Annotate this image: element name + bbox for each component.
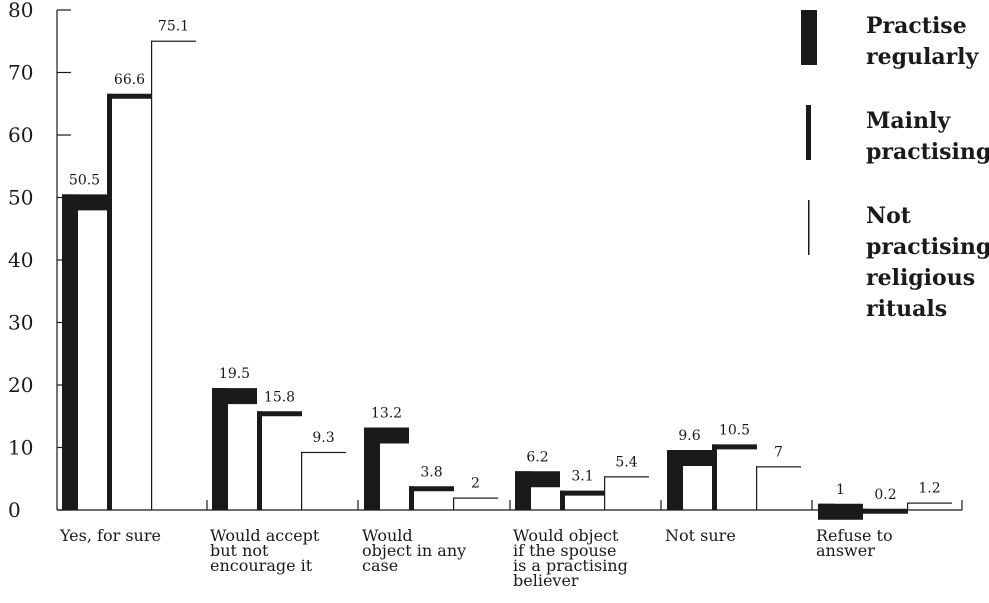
bar-medium <box>107 93 152 510</box>
legend: Practise regularly Mainly practising Not prac… <box>801 10 989 322</box>
bar-thick <box>62 194 107 510</box>
legend-swatch <box>806 105 811 160</box>
legend-label: Not practising religious rituals <box>866 203 989 322</box>
bar-thick <box>515 471 560 510</box>
legend-label: Mainly practising <box>866 108 989 165</box>
value-labels: 50.5 19.5 13.2 6.2 9.6 1 66.6 15.8 3.8 3.1 10.5 0.2… <box>69 19 941 503</box>
y-tick-label: 20 <box>8 373 33 397</box>
y-tick-label: 0 <box>8 498 21 522</box>
data-label: 0.2 <box>874 487 896 503</box>
bar-medium <box>560 490 605 510</box>
y-tick-label: 30 <box>8 311 33 335</box>
data-label: 2 <box>471 476 480 492</box>
bar-medium <box>257 411 302 510</box>
data-label: 9.6 <box>678 428 700 444</box>
bar-thin <box>604 476 649 510</box>
data-label: 13.2 <box>371 406 402 422</box>
bars <box>62 40 952 520</box>
bar-medium <box>409 486 454 510</box>
data-label: 5.4 <box>615 454 637 470</box>
bar-thin <box>301 451 346 510</box>
data-label: 50.5 <box>69 172 100 188</box>
bar-thick <box>212 388 257 510</box>
data-label: 3.1 <box>571 469 593 485</box>
data-label: 19.5 <box>219 366 250 382</box>
data-label: 7 <box>774 444 783 460</box>
y-tick-label: 50 <box>8 186 33 210</box>
bar-medium <box>863 508 908 514</box>
bar-thin <box>453 497 498 510</box>
x-category-label: Would object if the spouse is a practising… <box>513 526 628 590</box>
y-tick-label: 10 <box>8 436 33 460</box>
x-axis-ticks <box>206 500 963 510</box>
bar-thick <box>818 503 863 520</box>
data-label: 15.8 <box>264 389 295 405</box>
data-label: 1.2 <box>918 481 940 497</box>
x-category-label: Would object in any case <box>362 526 466 575</box>
x-category-label: Yes, for sure <box>59 526 161 545</box>
y-tick-label: 70 <box>8 61 33 85</box>
x-category-label: Refuse to answer <box>816 526 893 560</box>
bar-medium <box>712 444 757 510</box>
y-tick-label: 80 <box>8 0 33 22</box>
data-label: 6.2 <box>526 449 548 465</box>
data-label: 66.6 <box>114 72 145 88</box>
data-label: 75.1 <box>158 19 189 35</box>
data-label: 9.3 <box>312 430 334 446</box>
x-category-label: Would accept but not encourage it <box>210 526 320 575</box>
x-category-label: Not sure <box>665 526 736 545</box>
bar-thin <box>756 466 801 510</box>
y-axis-ticks: 0 10 20 30 40 50 60 70 80 <box>8 0 71 522</box>
legend-swatch <box>808 200 810 255</box>
bar-thin <box>151 40 196 510</box>
bar-thick <box>667 450 712 510</box>
bar-thick <box>364 427 409 510</box>
category-labels: Yes, for sure Would accept but not encourag… <box>59 526 893 590</box>
legend-label: Practise regularly <box>866 13 980 70</box>
bar-thin <box>907 502 952 510</box>
data-label: 10.5 <box>719 422 750 438</box>
data-label: 3.8 <box>420 464 442 480</box>
y-tick-label: 40 <box>8 248 33 272</box>
y-tick-label: 60 <box>8 123 33 147</box>
data-label: 1 <box>836 482 845 498</box>
legend-swatch <box>801 10 817 65</box>
